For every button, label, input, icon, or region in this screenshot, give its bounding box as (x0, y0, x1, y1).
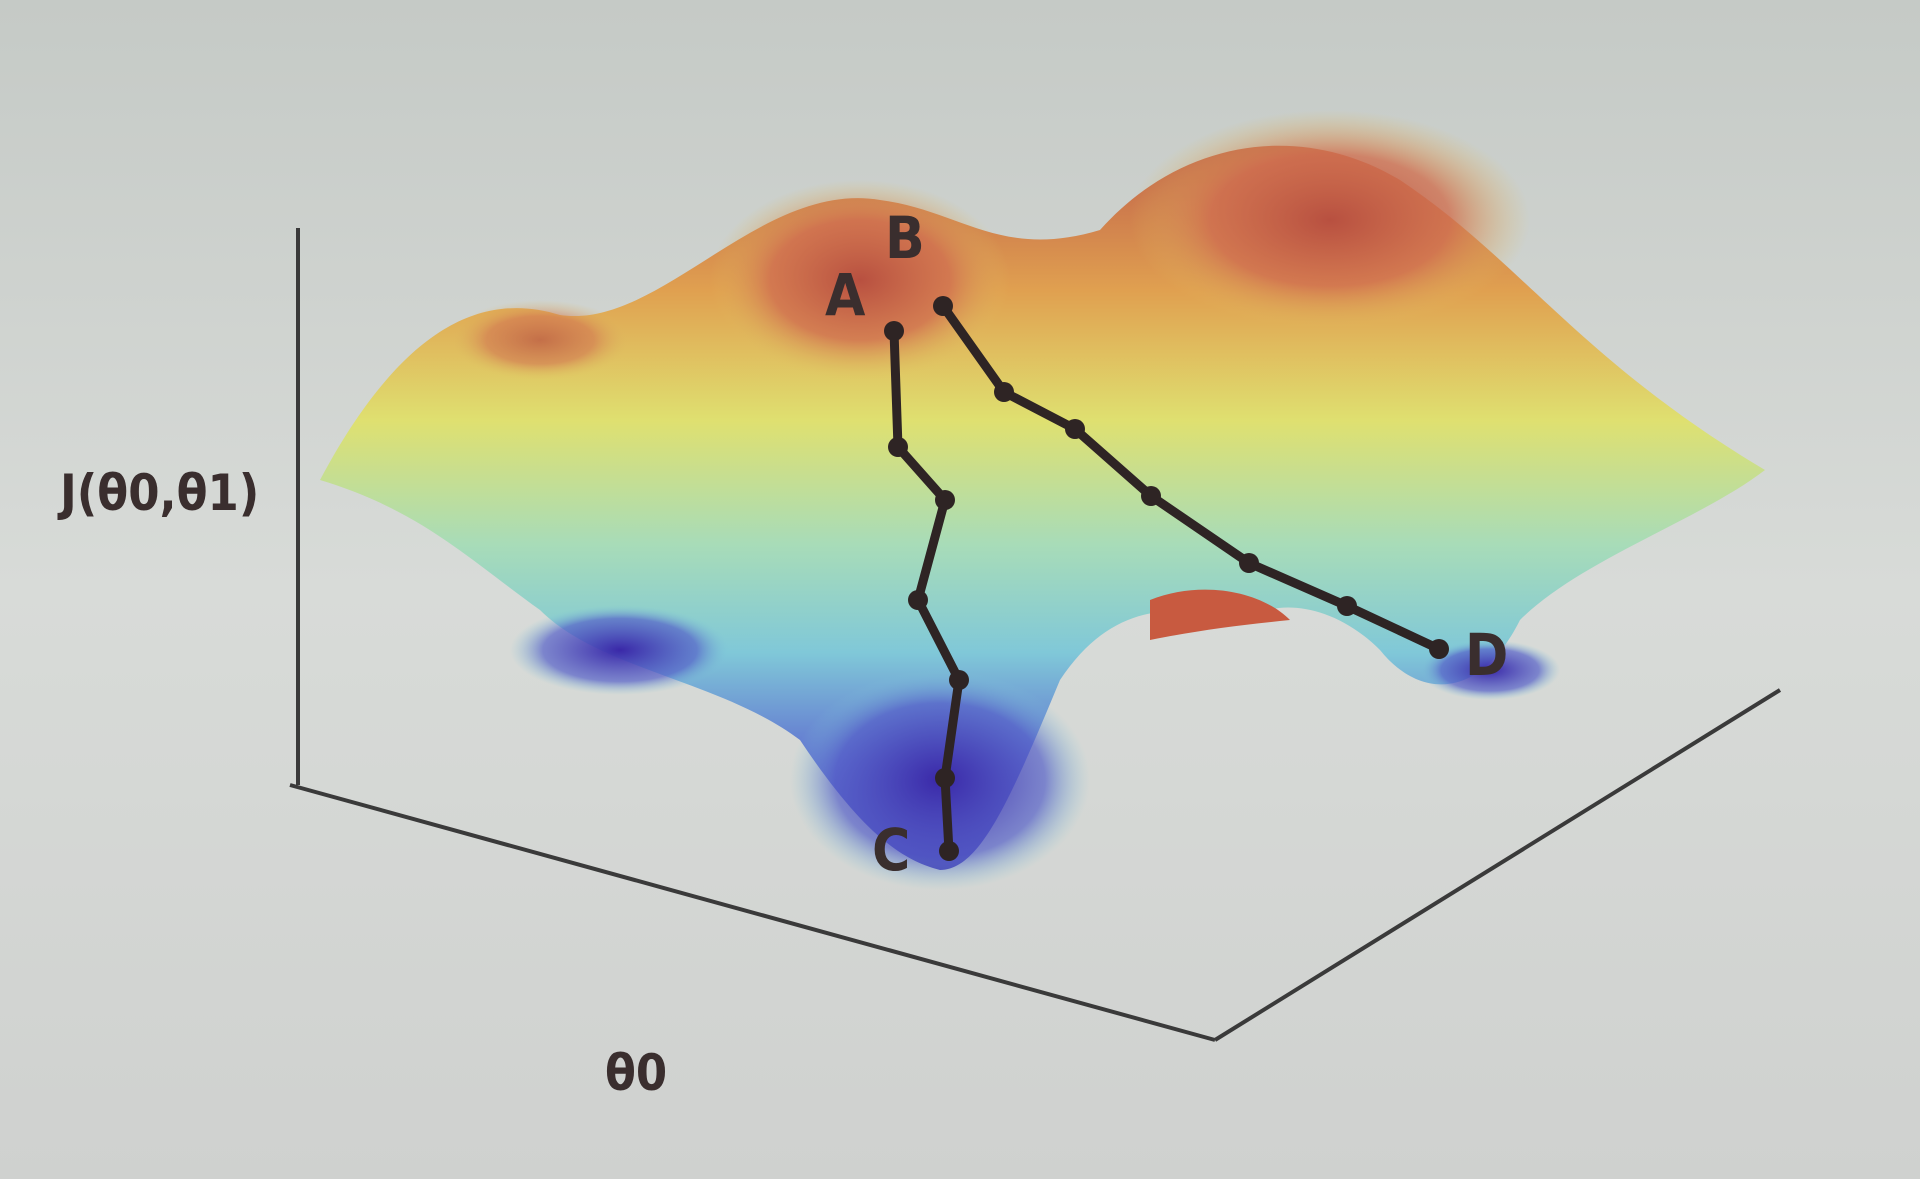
step (1065, 419, 1085, 439)
step (1141, 486, 1161, 506)
y-axis (1213, 688, 1782, 1042)
point-label: A (825, 261, 866, 329)
surface (320, 145, 1765, 870)
step (884, 321, 904, 341)
step (888, 437, 908, 457)
x-axis-label: θ0 (605, 1044, 667, 1102)
steps (884, 296, 1449, 861)
step (939, 841, 959, 861)
ridge (1150, 589, 1290, 640)
valley (1420, 640, 1560, 700)
x-axis (289, 783, 1216, 1042)
step (933, 296, 953, 316)
step (1337, 596, 1357, 616)
step (908, 590, 928, 610)
axes (289, 228, 1782, 1042)
point-label: B (885, 204, 925, 272)
step (1429, 639, 1449, 659)
valley (510, 605, 730, 695)
step (994, 382, 1014, 402)
hill (450, 300, 630, 380)
point-label: C (872, 816, 910, 884)
step (935, 490, 955, 510)
hill (1130, 110, 1530, 330)
hill (710, 180, 1010, 380)
step (1239, 553, 1259, 573)
step (935, 768, 955, 788)
point-label: D (1465, 621, 1508, 689)
step (949, 670, 969, 690)
z-axis-label: J(θ0,θ1) (57, 464, 259, 522)
